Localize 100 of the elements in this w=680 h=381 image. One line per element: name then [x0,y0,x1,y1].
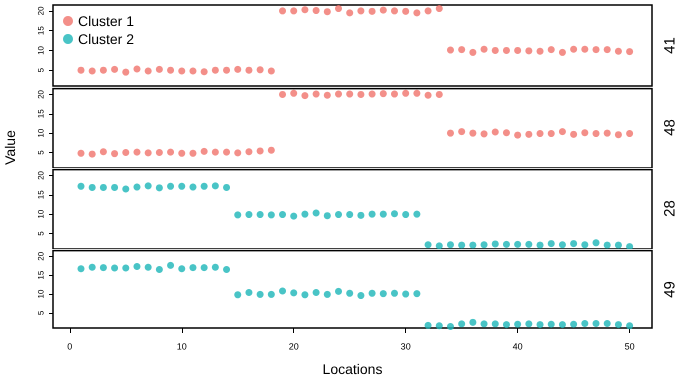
y2-axis-title: 41 [662,37,678,54]
point [346,290,354,297]
point [100,148,107,156]
point [480,130,488,138]
y-tick-label: 20 [36,170,46,180]
point [458,320,466,328]
point [279,90,286,98]
point [234,66,242,73]
point [525,130,532,138]
point [446,130,454,137]
point [335,211,342,218]
point [245,211,252,218]
point [78,150,84,157]
point [268,146,275,154]
point [133,262,140,270]
point [189,150,196,157]
point [536,130,544,138]
point [301,6,308,14]
point [614,321,622,328]
point [167,182,174,190]
x-tick-label: 50 [624,342,635,352]
point [502,321,510,328]
point [167,262,174,269]
y-tick-label: 20 [36,6,46,16]
point [100,66,107,74]
point [525,320,532,328]
y-tick-label: 5 [36,310,46,316]
point [558,48,566,56]
point [626,322,634,330]
x-tick-label: 20 [288,342,299,352]
point [548,46,555,54]
point [548,320,555,328]
point [558,321,566,328]
point [469,48,476,56]
point [122,186,130,192]
point [223,266,230,274]
point [469,242,476,249]
point [144,149,152,156]
point [268,211,275,218]
point [402,211,410,218]
point [335,288,342,295]
point [413,90,420,97]
point [156,149,163,156]
point [368,8,376,15]
point [492,320,499,328]
point [290,90,298,97]
point [402,90,410,97]
point [413,290,420,298]
point [581,320,588,327]
point [604,130,611,137]
point [514,240,522,248]
point [189,184,196,191]
point [592,320,600,327]
point [268,290,275,298]
point [368,210,376,218]
point [256,147,264,154]
point [324,92,331,99]
point [614,48,622,55]
point [570,46,578,53]
point [200,182,208,190]
point [111,184,118,191]
point [78,182,84,190]
point [122,264,130,272]
y-axis-title: Value [2,130,18,165]
y-tick-label: 20 [36,89,46,99]
point [156,66,163,73]
point [604,242,611,249]
point [413,210,420,218]
point [626,130,634,138]
point [78,66,84,74]
point [380,210,387,218]
point [536,48,544,55]
point [492,46,499,54]
point [480,241,488,248]
y-tick-label: 10 [36,289,46,298]
point [390,90,398,98]
point [368,290,376,297]
point [256,211,264,218]
point [88,67,96,74]
x-tick-label: 0 [67,342,72,352]
point [279,7,286,14]
point [357,90,364,98]
point [122,68,130,76]
point [133,184,140,191]
point [156,266,163,274]
x-tick-label: 30 [400,342,411,352]
point [256,290,264,298]
point [424,7,432,14]
point [458,242,466,249]
point [402,290,410,298]
point [502,129,510,136]
point [604,320,611,327]
y-tick-label: 15 [36,26,46,36]
point [614,131,622,138]
point [558,241,566,248]
point [245,289,252,296]
point [223,66,230,74]
point [312,90,320,98]
point [480,46,488,53]
x-axis-title: Locations [322,361,382,377]
